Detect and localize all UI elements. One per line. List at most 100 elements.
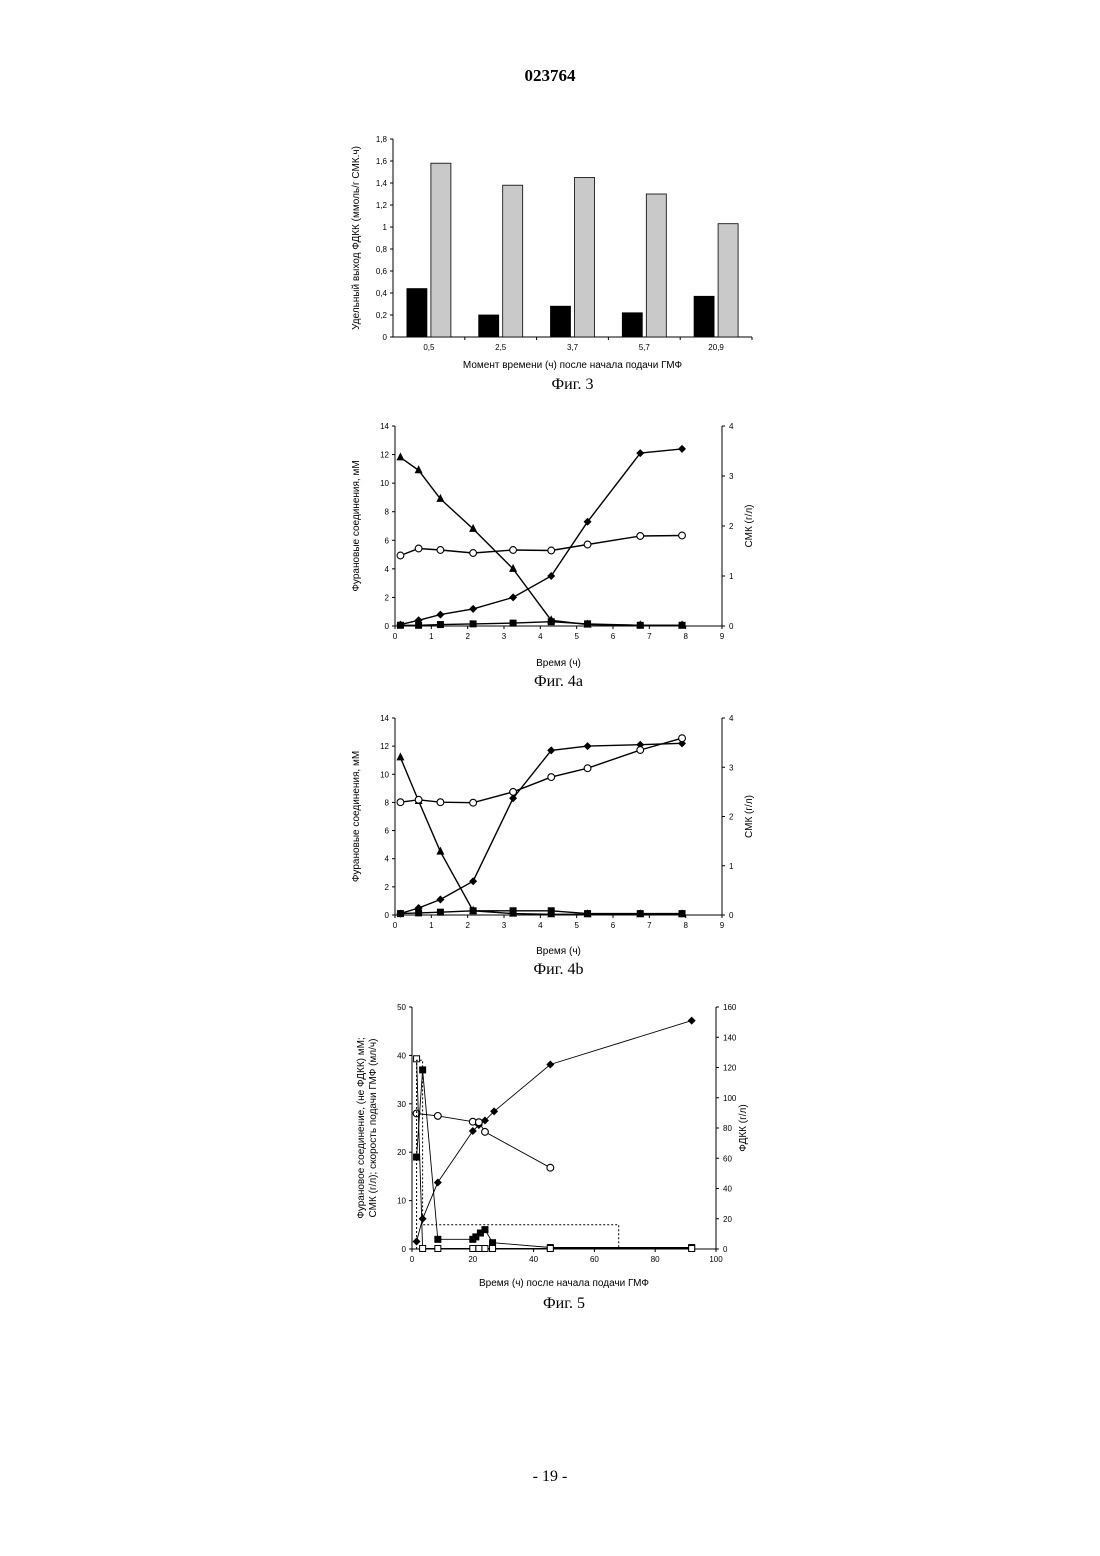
bar <box>575 178 595 338</box>
series-line <box>400 743 682 913</box>
x-tick-label: 6 <box>611 921 616 930</box>
data-point <box>637 533 644 540</box>
bar <box>622 313 642 337</box>
data-point <box>415 545 422 552</box>
data-point <box>548 774 555 781</box>
x-tick-label: 80 <box>651 1255 660 1264</box>
data-point <box>475 1119 482 1126</box>
data-point <box>470 799 477 806</box>
data-point <box>470 907 477 914</box>
data-point <box>481 1226 488 1233</box>
x-tick-label: 8 <box>683 921 688 930</box>
x-tick-label: 6 <box>611 632 616 641</box>
data-point <box>415 465 423 473</box>
y2-tick-label: 4 <box>729 422 734 431</box>
x-tick-label: 60 <box>590 1255 599 1264</box>
y2-tick-label: 1 <box>729 572 734 581</box>
x-tick-label: 8 <box>683 632 688 641</box>
x-tick-label: 9 <box>720 632 725 641</box>
data-point <box>547 572 555 580</box>
data-point <box>397 910 404 917</box>
data-point <box>689 1246 695 1252</box>
data-point <box>679 622 686 629</box>
data-point <box>396 752 404 760</box>
data-point <box>435 1246 441 1252</box>
data-point <box>510 547 517 554</box>
x-tick-label: 5 <box>574 921 579 930</box>
data-point <box>637 622 644 629</box>
data-point <box>679 910 686 917</box>
bar <box>407 289 427 337</box>
data-point <box>510 788 517 795</box>
y-axis-label: Фурановые соединения, мМ <box>351 460 362 591</box>
x-tick-label: 20,9 <box>708 343 724 352</box>
y2-tick-label: 160 <box>723 1003 737 1012</box>
figure-3-bar-chart: 00,20,40,60,811,21,41,61,80,52,53,75,720… <box>0 0 1100 400</box>
y2-tick-label: 2 <box>729 813 734 822</box>
data-point <box>548 547 555 554</box>
series-line <box>417 1021 692 1242</box>
data-point <box>415 796 422 803</box>
y2-tick-label: 20 <box>723 1215 732 1224</box>
figure-5-line-chart: 0204060801000102030405002040608010012014… <box>0 990 1100 1320</box>
y-tick-label: 1,4 <box>376 179 388 188</box>
y-tick-label: 14 <box>380 714 389 723</box>
series-line <box>417 1070 692 1248</box>
data-point <box>469 877 477 885</box>
y-tick-label: 1,2 <box>376 201 388 210</box>
y-tick-label: 10 <box>397 1197 406 1206</box>
y-tick-label: 4 <box>385 565 390 574</box>
y-tick-label: 14 <box>380 422 389 431</box>
y-tick-label: 8 <box>385 798 390 807</box>
data-point <box>584 541 591 548</box>
data-point <box>434 1113 441 1120</box>
data-point <box>482 1128 489 1135</box>
data-point <box>415 909 422 916</box>
x-tick-label: 1 <box>429 921 434 930</box>
bar <box>503 185 523 337</box>
x-axis-label: Время (ч) <box>536 946 581 957</box>
y-axis-label: Фурановые соединения, мМ <box>351 751 362 882</box>
y-tick-label: 30 <box>397 1100 406 1109</box>
y2-tick-label: 120 <box>723 1064 737 1073</box>
figure-caption: Фиг. 5 <box>543 1295 585 1312</box>
data-point <box>547 1164 554 1171</box>
figure-4b-line-chart: 01234567890246810121401234Фурановые соед… <box>0 700 1100 1000</box>
data-point <box>437 909 444 916</box>
series-line <box>417 1060 619 1249</box>
y-tick-label: 0,6 <box>376 267 388 276</box>
y2-tick-label: 0 <box>723 1245 728 1254</box>
y-tick-label: 8 <box>385 508 390 517</box>
bar <box>694 296 714 337</box>
y-tick-label: 0 <box>385 911 390 920</box>
x-tick-label: 0,5 <box>423 343 435 352</box>
data-point <box>548 907 555 914</box>
data-point <box>476 1246 482 1252</box>
data-point <box>470 1246 476 1252</box>
data-point <box>470 550 477 557</box>
x-tick-label: 2,5 <box>495 343 507 352</box>
x-tick-label: 7 <box>647 632 652 641</box>
figure-caption: Фиг. 3 <box>552 376 594 393</box>
data-point <box>678 445 686 453</box>
figure-4a-line-chart: 01234567890246810121401234Фурановые соед… <box>0 400 1100 700</box>
data-point <box>434 1236 441 1243</box>
data-point <box>547 1246 553 1252</box>
y2-tick-label: 100 <box>723 1094 737 1103</box>
data-point <box>490 1246 496 1252</box>
data-point <box>510 907 517 914</box>
y-tick-label: 0 <box>385 622 390 631</box>
y2-tick-label: 60 <box>723 1154 732 1163</box>
x-tick-label: 5,7 <box>639 343 651 352</box>
x-tick-label: 0 <box>410 1255 415 1264</box>
bar <box>718 224 738 337</box>
x-tick-label: 1 <box>429 632 434 641</box>
y-tick-label: 1 <box>383 223 388 232</box>
data-point <box>397 799 404 806</box>
y2-tick-label: 40 <box>723 1185 732 1194</box>
x-tick-label: 4 <box>538 921 543 930</box>
x-tick-label: 20 <box>468 1255 477 1264</box>
data-point <box>584 620 591 627</box>
y-tick-label: 0,2 <box>376 311 388 320</box>
data-point <box>469 605 477 613</box>
